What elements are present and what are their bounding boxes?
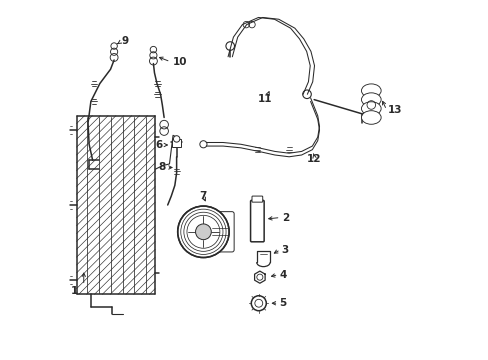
Text: 6: 6 [155, 140, 162, 150]
Text: 10: 10 [172, 57, 186, 67]
Text: 3: 3 [281, 245, 288, 255]
FancyBboxPatch shape [251, 196, 262, 202]
Text: 12: 12 [306, 154, 321, 164]
Text: 4: 4 [279, 270, 286, 280]
Ellipse shape [361, 84, 380, 98]
FancyBboxPatch shape [206, 212, 234, 252]
FancyBboxPatch shape [250, 201, 264, 242]
Text: 7: 7 [199, 191, 207, 201]
Text: 11: 11 [257, 94, 271, 104]
Polygon shape [254, 271, 264, 283]
Text: 13: 13 [386, 105, 401, 115]
Ellipse shape [361, 93, 380, 107]
Text: 1: 1 [71, 286, 78, 296]
Ellipse shape [361, 111, 380, 124]
Circle shape [195, 224, 211, 240]
Circle shape [251, 296, 266, 311]
Circle shape [173, 136, 180, 142]
Text: 8: 8 [158, 162, 165, 172]
Ellipse shape [361, 102, 380, 115]
Bar [172, 139, 181, 147]
Text: 9: 9 [121, 36, 128, 46]
Text: 5: 5 [279, 298, 286, 308]
Circle shape [177, 206, 229, 257]
Text: 2: 2 [281, 212, 288, 222]
